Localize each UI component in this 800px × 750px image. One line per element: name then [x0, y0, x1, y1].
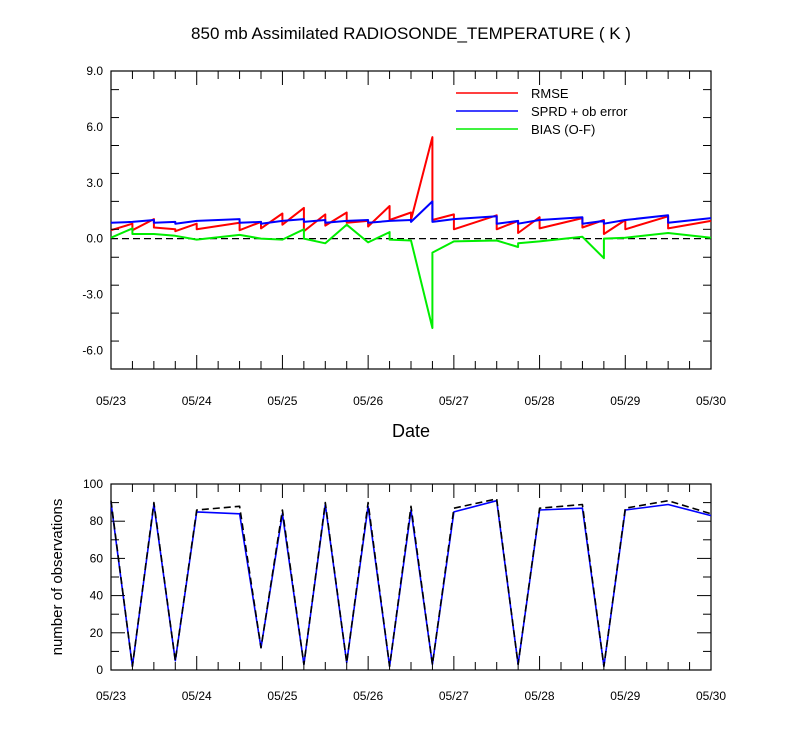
top-x-tick-label: 05/26: [353, 394, 383, 408]
legend-label-rmse: RMSE: [531, 86, 569, 101]
top-x-tick-label: 05/27: [439, 394, 469, 408]
chart-title: 850 mb Assimilated RADIOSONDE_TEMPERATUR…: [191, 24, 631, 43]
top-x-tick-label: 05/24: [182, 394, 212, 408]
bottom-x-tick-label: 05/24: [182, 689, 212, 703]
top-y-tick-label: -3.0: [82, 288, 103, 302]
bottom-y-tick-label: 0: [96, 663, 103, 677]
bottom-x-tick-label: 05/26: [353, 689, 383, 703]
bottom-x-tick-label: 05/23: [96, 689, 126, 703]
bottom-y-tick-label: 60: [90, 551, 104, 565]
legend-label-bias: BIAS (O-F): [531, 122, 595, 137]
top-y-tick-label: -6.0: [82, 343, 103, 357]
bottom-chart: 05/23 05/24 05/25 05/26 05/27 05/28 05/29 05/30…: [49, 477, 726, 703]
top-series-layer: [110, 136, 712, 329]
bottom-x-tick-label: 05/30: [696, 689, 726, 703]
top-x-tick-label: 05/30: [696, 394, 726, 408]
bottom-x-tick-label: 05/29: [610, 689, 640, 703]
bottom-series-layer: [110, 498, 712, 668]
bottom-y-tick-label: 100: [83, 477, 103, 491]
bottom-x-tick-label: 05/28: [525, 689, 555, 703]
legend: RMSE SPRD + ob error BIAS (O-F): [456, 86, 628, 137]
top-series-bias-o-f-line: [110, 223, 712, 329]
top-tick-layer: 05/23 05/24 05/25 05/26 05/27 05/28 05/29 05/30…: [82, 64, 726, 408]
top-x-tick-label: 05/25: [267, 394, 297, 408]
bottom-series-assimilated-line: [110, 499, 712, 668]
bottom-tick-layer: 05/23 05/24 05/25 05/26 05/27 05/28 05/29 05/30…: [83, 477, 726, 703]
bottom-x-tick-label: 05/27: [439, 689, 469, 703]
top-y-tick-label: 9.0: [86, 64, 103, 78]
bottom-x-tick-label: 05/25: [267, 689, 297, 703]
bottom-y-tick-label: 20: [90, 626, 104, 640]
top-x-tick-label: 05/29: [610, 394, 640, 408]
top-series-sprd-ob-error-line: [110, 200, 712, 225]
top-y-tick-label: 6.0: [86, 120, 103, 134]
bottom-series-total-line: [110, 498, 712, 668]
x-axis-label: Date: [392, 421, 430, 441]
y-axis-label: number of observations: [49, 499, 66, 656]
top-y-tick-label: 3.0: [86, 176, 103, 190]
top-y-tick-label: 0.0: [86, 232, 103, 246]
bottom-y-tick-label: 40: [90, 589, 104, 603]
top-chart: 850 mb Assimilated RADIOSONDE_TEMPERATUR…: [82, 24, 726, 441]
top-x-tick-label: 05/28: [525, 394, 555, 408]
bottom-y-tick-label: 80: [90, 514, 104, 528]
top-x-tick-label: 05/23: [96, 394, 126, 408]
legend-label-sprd: SPRD + ob error: [531, 104, 628, 119]
